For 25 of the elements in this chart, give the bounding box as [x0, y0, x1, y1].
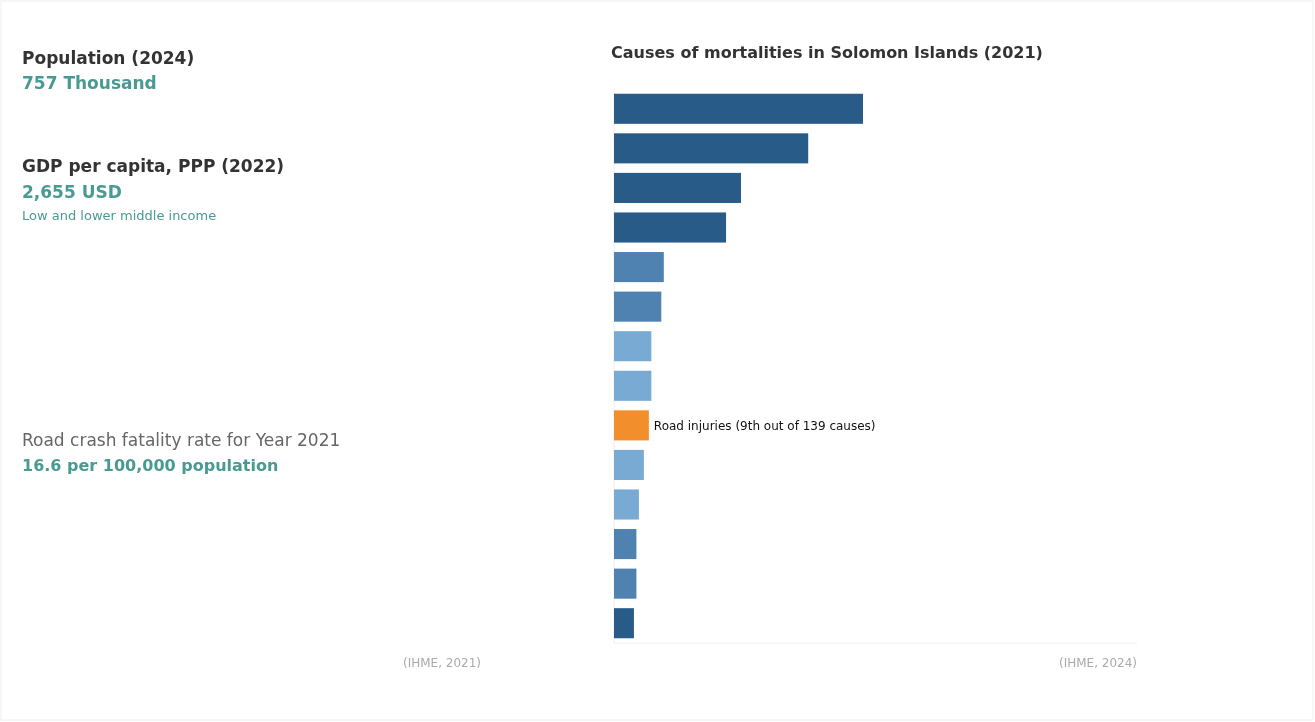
text: (IHME, 2021) — [402, 656, 482, 670]
bar — [614, 212, 727, 243]
text: 2,655 USD — [22, 182, 122, 202]
bar — [614, 410, 649, 441]
bar — [614, 331, 652, 362]
bar — [614, 370, 652, 401]
bar — [614, 568, 637, 599]
text: Low and lower middle income — [22, 208, 217, 223]
bar — [614, 133, 809, 164]
chart-title: Causes of mortalities in Solomon Islands (2021) — [611, 43, 1043, 62]
text: Road crash fatality rate for Year 2021 — [22, 430, 341, 450]
bar — [614, 252, 664, 283]
text: 757 Thousand — [22, 73, 157, 93]
bar — [614, 529, 637, 560]
text: (IHME, 2024) — [1058, 656, 1137, 670]
text: GDP per capita, PPP (2022) — [22, 156, 285, 176]
bar — [614, 172, 741, 203]
bar — [614, 608, 634, 639]
bar — [614, 93, 863, 124]
bar — [614, 489, 639, 520]
annotation: Road injuries (9th out of 139 causes) — [653, 418, 876, 433]
bar — [614, 291, 662, 322]
bar — [614, 449, 644, 480]
text: 16.6 per 100,000 population — [22, 456, 279, 475]
text: Population (2024) — [22, 48, 195, 68]
